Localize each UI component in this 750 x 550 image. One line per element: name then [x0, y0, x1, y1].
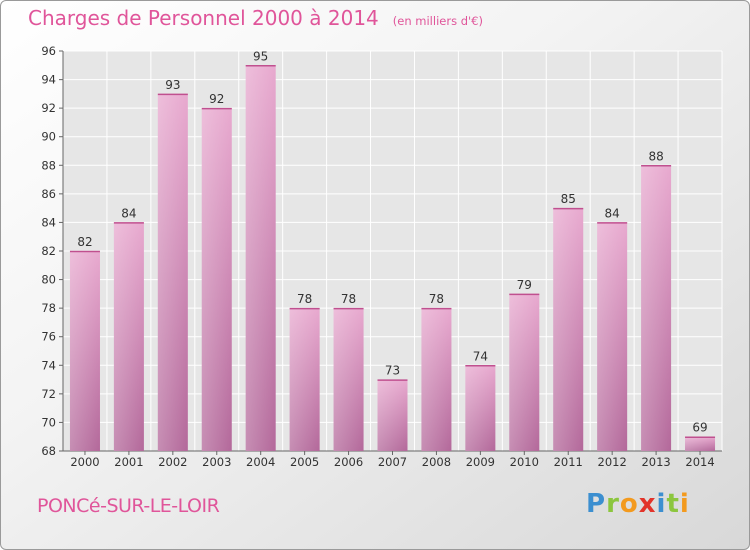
y-tick-label: 88: [41, 158, 56, 172]
logo-letter: t: [666, 489, 680, 519]
bar-highlight: [157, 93, 188, 451]
x-tick-label: 2005: [290, 455, 319, 469]
bar-highlight: [421, 308, 452, 451]
labels-layer: 82 84 93 92 95 78 78 73 78 74 79 85 84 88 69: [77, 49, 707, 434]
bar-highlight: [597, 222, 628, 451]
logo-letter: r: [606, 489, 620, 519]
x-tick-label: 2013: [641, 455, 670, 469]
x-tick-label: 2014: [685, 455, 714, 469]
x-tick-label: 2011: [554, 455, 583, 469]
logo-letter: x: [638, 489, 657, 519]
x-tick-label: 2001: [114, 455, 143, 469]
logo-letter: P: [586, 489, 607, 519]
y-tick-label: 76: [41, 330, 56, 344]
bar-highlight: [641, 165, 672, 452]
title-block: Charges de Personnel 2000 à 2014 (en mill…: [28, 6, 483, 30]
data-label: 88: [648, 149, 663, 163]
logo-letter: o: [619, 489, 639, 519]
y-tick-label: 70: [41, 415, 56, 429]
x-tick-label: 2003: [202, 455, 231, 469]
bar-highlight: [465, 365, 496, 451]
y-tick-label: 90: [41, 130, 56, 144]
data-label: 78: [341, 292, 356, 306]
bar-highlight: [69, 251, 100, 451]
chart-subtitle: (en milliers d'€): [392, 14, 483, 28]
x-tick-label: 2012: [598, 455, 627, 469]
bar-highlight: [553, 208, 584, 451]
data-label: 93: [165, 78, 180, 92]
bar-highlight: [685, 436, 716, 451]
y-tick-label: 92: [41, 101, 56, 115]
chart-title: Charges de Personnel 2000 à 2014: [28, 6, 379, 30]
proxiti-logo[interactable]: Proxiti: [586, 489, 690, 519]
x-tick-label: 2006: [334, 455, 363, 469]
y-tick-label: 68: [41, 444, 56, 458]
data-label: 78: [297, 292, 312, 306]
bar-highlight: [201, 108, 232, 452]
y-tick-label: 94: [41, 73, 56, 87]
logo-letter: i: [656, 489, 667, 519]
data-label: 82: [77, 235, 92, 249]
axis-layer: 68 70 72 74 76 78 80 82 84 86 88 90 92 94 96 2000 2001 20…: [41, 44, 722, 469]
y-tick-label: 80: [41, 273, 56, 287]
y-tick-label: 78: [41, 301, 56, 315]
bars-layer: [69, 65, 716, 452]
data-label: 85: [561, 192, 576, 206]
x-tick-label: 2008: [422, 455, 451, 469]
data-label: 84: [121, 206, 136, 220]
x-tick-label: 2010: [510, 455, 539, 469]
bar-highlight: [113, 222, 144, 451]
data-label: 69: [692, 421, 707, 435]
bar-highlight: [377, 379, 408, 451]
y-tick-label: 96: [41, 44, 56, 58]
data-label: 79: [517, 278, 532, 292]
data-label: 73: [385, 364, 400, 378]
y-tick-label: 74: [41, 358, 56, 372]
y-tick-label: 82: [41, 244, 56, 258]
x-tick-label: 2000: [70, 455, 99, 469]
data-label: 74: [473, 349, 488, 363]
bar-highlight: [245, 65, 276, 452]
data-label: 95: [253, 49, 268, 63]
y-tick-label: 84: [41, 215, 56, 229]
data-label: 78: [429, 292, 444, 306]
bar-highlight: [333, 308, 364, 451]
x-tick-label: 2009: [466, 455, 495, 469]
y-tick-label: 86: [41, 187, 56, 201]
logo-letter: i: [679, 489, 690, 519]
x-tick-label: 2002: [158, 455, 187, 469]
y-tick-label: 72: [41, 387, 56, 401]
commune-name: PONCé-SUR-LE-LOIR: [37, 495, 220, 517]
bar-highlight: [509, 293, 540, 451]
bar-highlight: [289, 308, 320, 451]
x-tick-label: 2004: [246, 455, 275, 469]
data-label: 84: [605, 206, 620, 220]
x-tick-label: 2007: [378, 455, 407, 469]
data-label: 92: [209, 92, 224, 106]
